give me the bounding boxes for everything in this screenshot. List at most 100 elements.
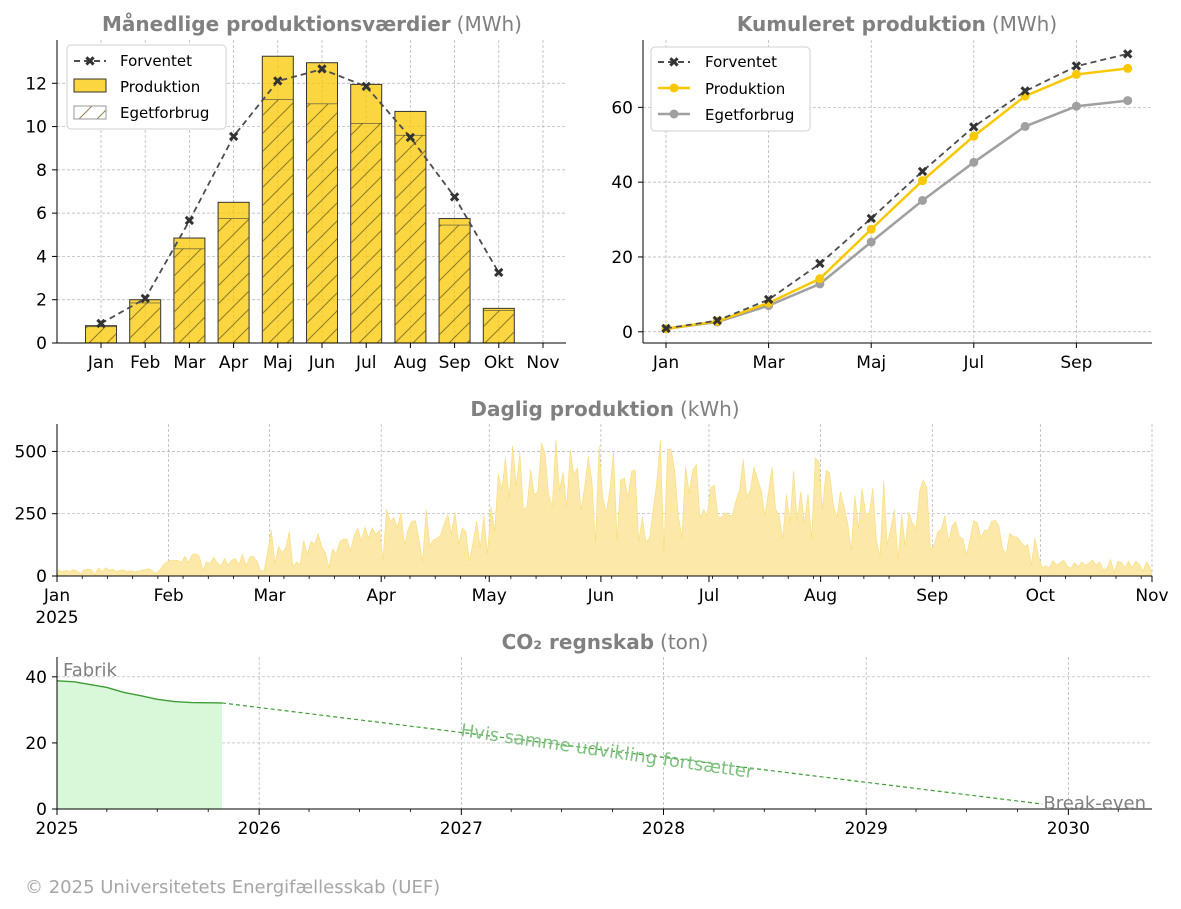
- x-tick-label: Sep: [439, 353, 471, 373]
- x-tick-label: Apr: [366, 586, 395, 606]
- expected-marker: ✖: [968, 120, 980, 136]
- y-tick-label: 20: [25, 734, 47, 754]
- legend-label: Forventet: [705, 53, 777, 71]
- x-tick-label: Sep: [1060, 353, 1092, 373]
- x-tick-label: Sep: [916, 586, 948, 606]
- x-tick-label: Mar: [753, 353, 785, 373]
- x-tick-label: 2030: [1047, 819, 1090, 839]
- svg-text:✖: ✖: [668, 55, 680, 71]
- co2-projection-line: [221, 702, 1043, 805]
- egetforbrug-line: [665, 99, 1128, 331]
- co2-trend-label: Hvis samme udvikling fortsætter: [459, 720, 755, 783]
- x-tick-label: Jan: [43, 586, 70, 606]
- x-tick-label: May: [472, 586, 507, 606]
- x-tick-label: Feb: [130, 353, 160, 373]
- co2-area: [57, 680, 223, 809]
- x-tick-label: Okt: [484, 353, 514, 373]
- data-point: [969, 157, 979, 167]
- self-use-bar: [261, 99, 294, 344]
- y-tick-label: 0: [36, 334, 47, 354]
- produktion-line: [665, 67, 1128, 331]
- expected-marker: ✖: [493, 266, 505, 282]
- expected-marker: ✖: [228, 129, 240, 145]
- y-tick-label: 8: [36, 161, 47, 181]
- expected-marker: ✖: [763, 293, 775, 309]
- x-tick-label: Oct: [1026, 586, 1056, 606]
- daily-chart-title: Daglig produktion (kWh): [470, 397, 739, 421]
- x-tick-label: Nov: [1135, 586, 1168, 606]
- y-tick-label: 60: [611, 98, 633, 118]
- legend-label: Egetforbrug: [705, 106, 794, 124]
- expected-marker: ✖: [660, 321, 672, 337]
- x-tick-label: Aug: [394, 353, 427, 373]
- self-use-bar: [306, 103, 338, 344]
- x-tick-label: Jul: [963, 353, 985, 373]
- x-tick-label: Jun: [587, 586, 615, 606]
- x-tick-label: Jun: [308, 353, 336, 373]
- co2-start-label: Fabrik: [63, 660, 118, 681]
- data-point: [969, 131, 979, 141]
- data-point: [815, 274, 825, 284]
- y-tick-label: 40: [611, 173, 633, 193]
- expected-marker: ✖: [1122, 47, 1134, 63]
- x-tick-label: Maj: [856, 353, 886, 373]
- expected-marker: ✖: [1071, 59, 1083, 75]
- y-tick-label: 12: [25, 74, 47, 94]
- co2-account-chart: CO₂ regnskab (ton) 0 20 40 2025 2026 2027 2028 2…: [25, 630, 1152, 839]
- monthly-production-chart: Månedlige produktionsværdier (MWh) ✖✖✖✖✖✖…: [25, 12, 566, 373]
- monthly-chart-title: Månedlige produktionsværdier (MWh): [102, 12, 522, 36]
- legend-label: Forventet: [120, 52, 192, 70]
- svg-text:✖: ✖: [84, 54, 96, 70]
- y-tick-label: 4: [36, 247, 47, 267]
- self-use-bar: [350, 123, 383, 344]
- y-tick-label: 0: [36, 567, 47, 587]
- x-tick-label: Mar: [173, 353, 205, 373]
- expected-marker: ✖: [272, 74, 284, 90]
- expected-marker: ✖: [711, 314, 723, 330]
- data-point: [1123, 96, 1133, 106]
- x-tick-label: 2027: [440, 819, 483, 839]
- expected-marker: ✖: [865, 211, 877, 227]
- expected-marker: ✖: [814, 257, 826, 273]
- forventet-line: [665, 52, 1128, 330]
- co2-actual-line: [56, 680, 223, 704]
- x-tick-year-label: 2025: [35, 608, 78, 628]
- self-use-bar: [173, 248, 206, 344]
- data-point: [1071, 101, 1081, 111]
- y-tick-label: 20: [611, 248, 633, 268]
- expected-marker: ✖: [360, 80, 372, 96]
- expected-marker: ✖: [316, 62, 328, 78]
- data-point: [918, 176, 927, 186]
- x-tick-label: Jan: [652, 353, 679, 373]
- y-tick-label: 0: [622, 323, 633, 343]
- x-tick-label: Nov: [526, 353, 559, 373]
- x-tick-label: 2029: [845, 819, 888, 839]
- self-use-bar: [438, 224, 471, 344]
- monthly-legend: ✖ Forventet Produktion Egetforbrug: [66, 44, 227, 130]
- legend-label: Egetforbrug: [120, 104, 209, 122]
- data-point: [866, 224, 876, 234]
- legend-label: Produktion: [705, 80, 785, 98]
- y-tick-label: 0: [36, 800, 47, 820]
- data-point: [866, 237, 876, 247]
- data-point: [1123, 63, 1133, 73]
- expected-marker: ✖: [95, 317, 107, 333]
- x-tick-label: Maj: [263, 353, 293, 373]
- copyright-footer: © 2025 Universitetets Energifællesskab (…: [25, 877, 441, 898]
- y-tick-label: 10: [25, 118, 47, 138]
- data-point: [1020, 121, 1030, 131]
- data-point: [1071, 69, 1081, 79]
- x-tick-label: 2026: [238, 819, 281, 839]
- x-tick-label: Apr: [219, 353, 248, 373]
- y-tick-label: 2: [36, 291, 47, 311]
- y-tick-label: 6: [36, 204, 47, 224]
- x-tick-label: Feb: [154, 586, 184, 606]
- daily-production-area: [56, 439, 1153, 577]
- co2-chart-title: CO₂ regnskab (ton): [502, 630, 709, 654]
- x-tick-label: 2028: [642, 819, 685, 839]
- expected-line: [100, 68, 500, 325]
- x-tick-label: Jul: [355, 353, 377, 373]
- self-use-bar: [217, 218, 250, 344]
- x-tick-label: Jan: [87, 353, 114, 373]
- x-tick-label: Aug: [804, 586, 837, 606]
